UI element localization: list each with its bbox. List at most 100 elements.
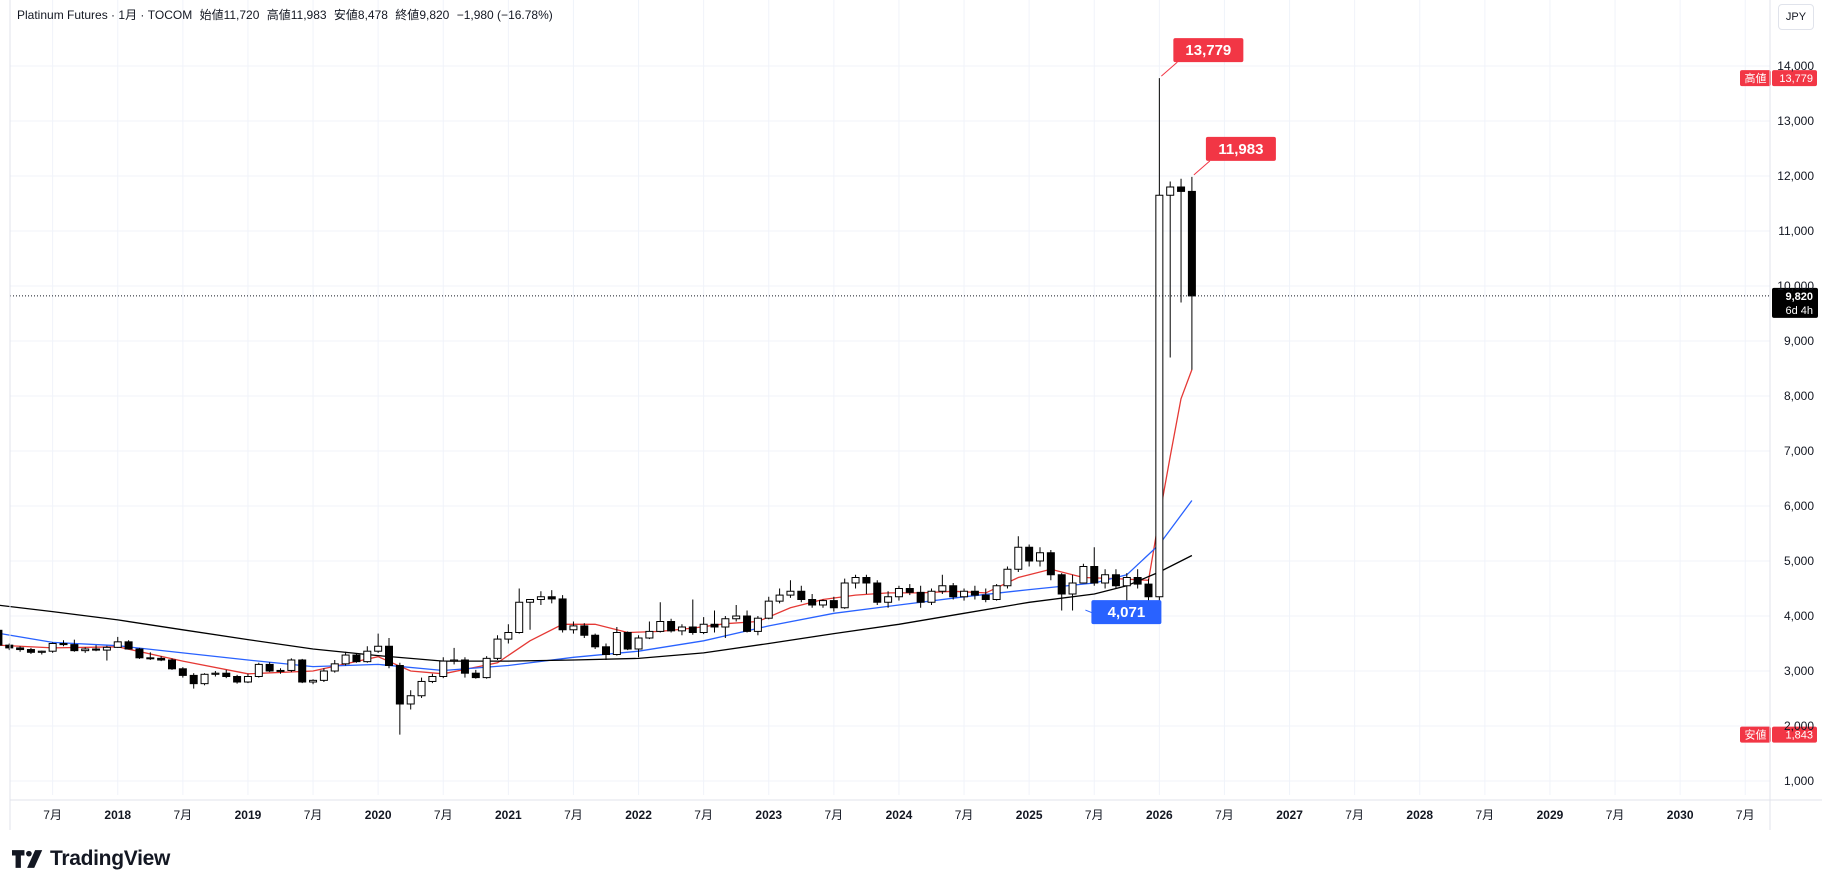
candle: [243, 673, 252, 684]
candle: [460, 657, 469, 678]
candle: [363, 646, 372, 663]
candle-body: [146, 657, 155, 660]
candle-body: [515, 601, 524, 633]
symbol-name: Platinum Futures: [17, 8, 108, 22]
x-tick-label: 2030: [1667, 808, 1694, 822]
high-label: 高値: [266, 8, 291, 22]
candle-body: [536, 596, 545, 600]
candle: [688, 599, 697, 635]
candle-body: [276, 669, 285, 672]
candle-body: [992, 585, 1001, 600]
candle: [547, 590, 556, 604]
candle-body: [1046, 552, 1055, 576]
x-tick-label: 2024: [886, 808, 913, 822]
candle-body: [1122, 577, 1131, 587]
candle: [59, 640, 68, 647]
candle-body: [1003, 568, 1012, 587]
annotation-connector: [1161, 61, 1178, 77]
currency-button[interactable]: JPY: [1778, 4, 1814, 30]
candle-body: [363, 650, 372, 663]
x-tick-label: 2023: [755, 808, 782, 822]
candle: [884, 591, 893, 608]
y-tick-label: 8,000: [1784, 389, 1814, 403]
candle-body: [178, 668, 187, 676]
low-label: 安値: [333, 8, 358, 22]
x-tick-label: 2021: [495, 808, 522, 822]
last-price-value: 9,820: [1785, 291, 1813, 303]
candle-body: [504, 632, 513, 640]
candle-body: [298, 659, 307, 683]
candle-body: [753, 617, 762, 632]
candle-body: [493, 638, 502, 659]
tradingview-logo[interactable]: TradingView: [12, 847, 170, 871]
candle: [1036, 547, 1044, 567]
x-tick-label: 2029: [1537, 808, 1564, 822]
candle-body: [1133, 577, 1142, 585]
x-tick-label: 7月: [825, 808, 844, 822]
candle-body: [1155, 194, 1164, 598]
candle: [319, 668, 328, 682]
candle: [970, 585, 979, 600]
candle: [710, 610, 719, 633]
countdown-value: 6d 4h: [1785, 305, 1813, 317]
candle-body: [602, 646, 610, 655]
candle-body: [439, 660, 448, 677]
candle-body: [840, 582, 849, 609]
candle: [515, 588, 524, 634]
candle-body: [688, 626, 697, 633]
candle: [602, 643, 610, 660]
candle: [1166, 181, 1175, 358]
high-axis-value-bg: [1772, 70, 1817, 87]
candle: [1025, 544, 1034, 567]
x-tick-label: 7月: [1736, 808, 1755, 822]
candle-body: [1014, 546, 1023, 570]
candle: [374, 633, 383, 653]
candle: [1046, 550, 1055, 581]
candle-body: [211, 672, 220, 675]
candle-body: [417, 680, 426, 697]
candle: [819, 599, 827, 608]
open-label: 始値: [199, 8, 224, 22]
x-tick-label: 7月: [564, 808, 583, 822]
candle: [1155, 78, 1164, 613]
candle-body: [743, 615, 752, 632]
candle-body: [949, 585, 958, 598]
candle-body: [330, 663, 339, 672]
candle-body: [699, 623, 708, 633]
candle-body: [450, 659, 459, 662]
candle: [656, 602, 665, 633]
candle-body: [786, 590, 795, 596]
candle-body: [102, 646, 111, 651]
candle-body: [526, 599, 535, 603]
candle-body: [26, 649, 35, 653]
candle-body: [254, 663, 263, 678]
last-price-tag: [1772, 287, 1818, 318]
candle-body: [48, 643, 57, 652]
candle-body: [732, 615, 741, 620]
candle: [580, 623, 589, 638]
symbol-legend[interactable]: Platinum Futures · 1月 · TOCOM 始値11,720 高…: [17, 6, 553, 23]
candle-body: [243, 676, 252, 683]
y-tick-label: 4,000: [1784, 609, 1814, 623]
candle: [254, 662, 263, 678]
candle: [5, 643, 14, 651]
candle-body: [395, 665, 404, 705]
x-tick-label: 2027: [1276, 808, 1303, 822]
interval-label: 1月: [118, 8, 138, 22]
candle-body: [612, 632, 621, 655]
candle-body: [1187, 190, 1196, 297]
close-label: 終値: [395, 8, 420, 22]
candle-body: [81, 648, 90, 652]
chart-grid: [10, 0, 1770, 795]
x-tick-label: 7月: [1476, 808, 1495, 822]
low-value: 8,478: [357, 8, 388, 22]
x-tick-label: 2025: [1016, 808, 1043, 822]
candle-body: [981, 594, 990, 600]
annotation-label: 13,779: [1185, 42, 1231, 59]
x-tick-label: 2022: [625, 808, 652, 822]
candle: [222, 669, 231, 679]
candle: [113, 636, 122, 648]
candle-body: [157, 657, 166, 661]
candle: [417, 677, 426, 698]
